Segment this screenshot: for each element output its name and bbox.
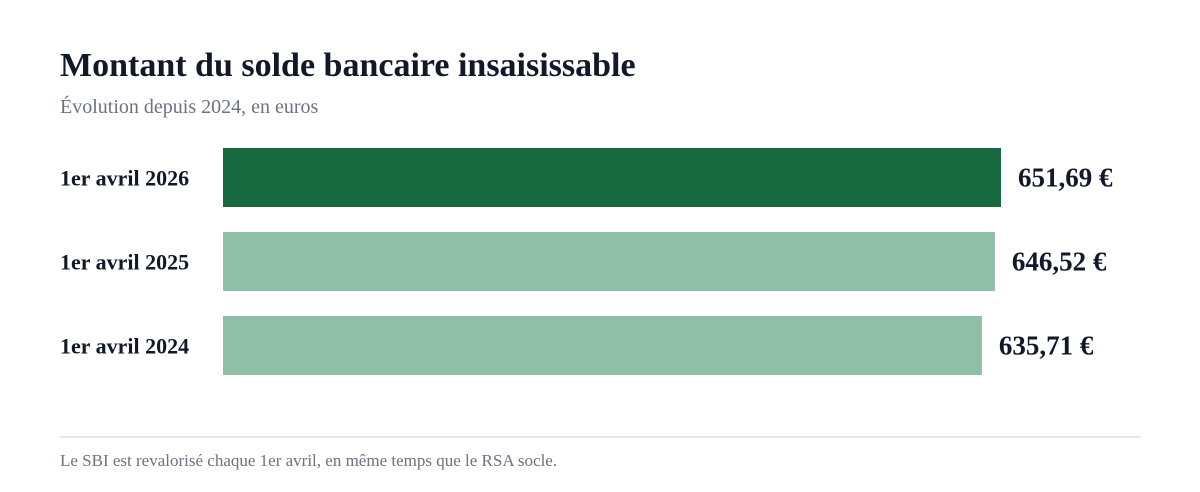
footnote: Le SBI est revalorisé chaque 1er avril, … xyxy=(60,451,558,470)
chart-subtitle: Évolution depuis 2024, en euros xyxy=(60,96,319,118)
chart-title: Montant du solde bancaire insaisissable xyxy=(60,47,636,84)
value-label: 651,69 € xyxy=(1018,163,1113,193)
category-label: 1er avril 2026 xyxy=(60,166,189,191)
bar-chart: 1er avril 2026 651,69 € 1er avril 2025 646,… xyxy=(60,148,1113,375)
bar xyxy=(223,148,1001,207)
category-label: 1er avril 2024 xyxy=(60,334,189,359)
bar xyxy=(223,316,982,375)
category-label: 1er avril 2025 xyxy=(60,250,189,275)
value-label: 646,52 € xyxy=(1012,247,1107,277)
value-label: 635,71 € xyxy=(999,331,1094,361)
footer-divider xyxy=(60,436,1141,438)
bar xyxy=(223,232,995,291)
